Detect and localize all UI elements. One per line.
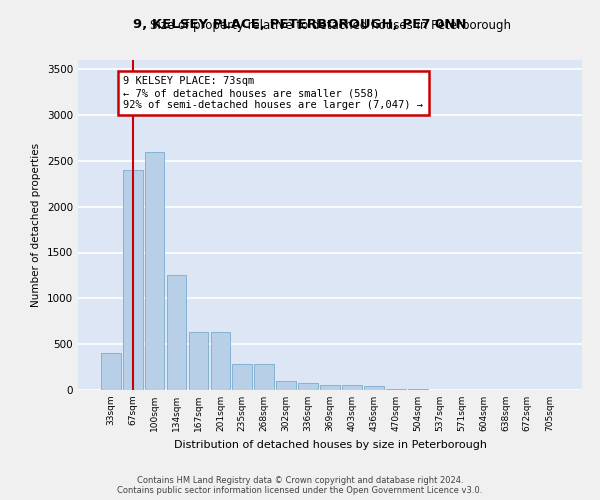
- Bar: [386, 388, 406, 390]
- Text: 9 KELSEY PLACE: 73sqm
← 7% of detached houses are smaller (558)
92% of semi-deta: 9 KELSEY PLACE: 73sqm ← 7% of detached h…: [124, 76, 424, 110]
- Bar: [188, 332, 208, 390]
- Text: 9, KELSEY PLACE, PETERBOROUGH, PE7 0NN: 9, KELSEY PLACE, PETERBOROUGH, PE7 0NN: [133, 18, 467, 30]
- Y-axis label: Number of detached properties: Number of detached properties: [31, 143, 41, 307]
- Text: Contains HM Land Registry data © Crown copyright and database right 2024.
Contai: Contains HM Land Registry data © Crown c…: [118, 476, 482, 495]
- Bar: [298, 382, 318, 390]
- Bar: [167, 276, 187, 390]
- Bar: [123, 170, 143, 390]
- Bar: [101, 354, 121, 390]
- Bar: [320, 384, 340, 390]
- Bar: [145, 152, 164, 390]
- Bar: [364, 386, 384, 390]
- X-axis label: Distribution of detached houses by size in Peterborough: Distribution of detached houses by size …: [173, 440, 487, 450]
- Bar: [276, 381, 296, 390]
- Bar: [211, 332, 230, 390]
- Bar: [232, 364, 252, 390]
- Bar: [408, 389, 428, 390]
- Bar: [342, 386, 362, 390]
- Title: Size of property relative to detached houses in Peterborough: Size of property relative to detached ho…: [149, 20, 511, 32]
- Bar: [254, 364, 274, 390]
